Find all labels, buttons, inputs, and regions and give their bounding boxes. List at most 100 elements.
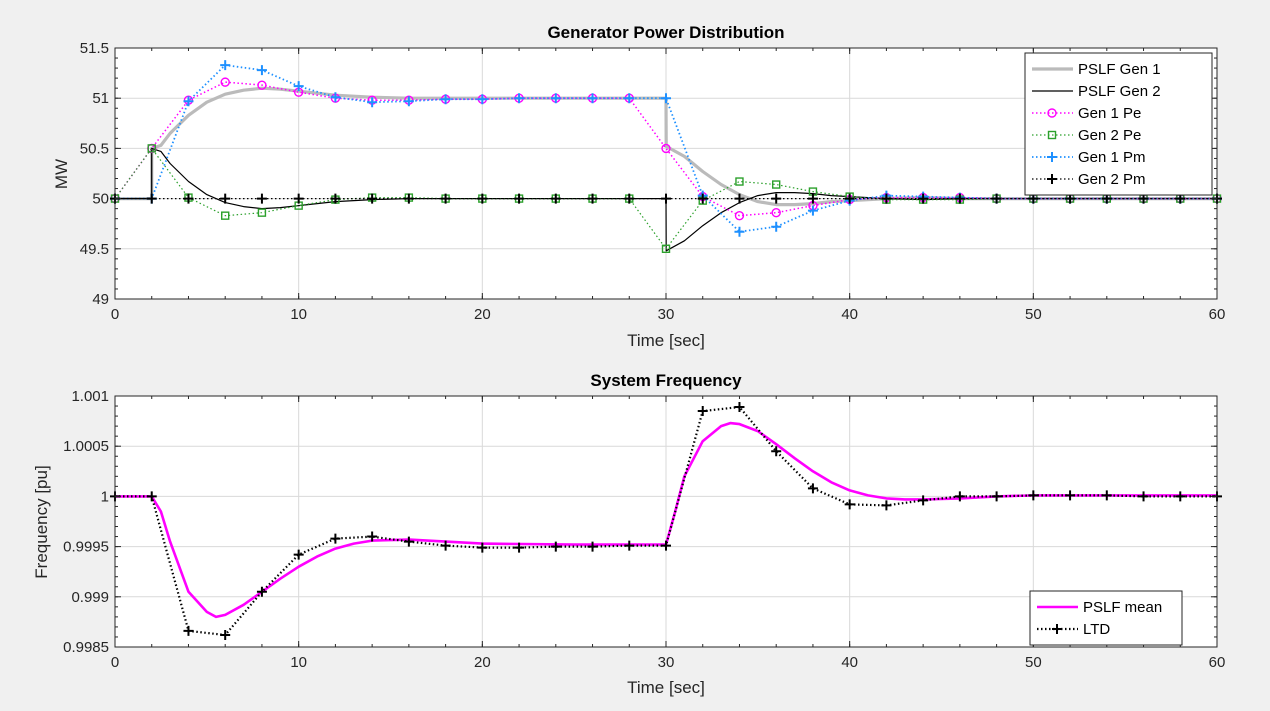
- ltd-point: [1028, 490, 1039, 501]
- legend-label-gen-1-pe: Gen 1 Pe: [1078, 105, 1141, 122]
- gen-2-pe-point: [147, 144, 156, 153]
- power-x-tick-label: 50: [1025, 306, 1042, 323]
- power-y-tick-label: 50.5: [80, 140, 109, 157]
- gen-1-pm-point: [624, 93, 635, 104]
- legend-marker-gen-2-pm: [1047, 174, 1057, 184]
- gen-1-pm-point: [440, 94, 451, 105]
- ltd-point: [1138, 491, 1149, 502]
- gen-1-pe-point: [661, 143, 671, 154]
- frequency-x-tick-label: 30: [658, 654, 675, 671]
- series-ltd: [110, 402, 1222, 640]
- gen-2-pm-point: [514, 193, 525, 204]
- gen-1-pm-point: [256, 65, 267, 76]
- gen-1-pm-point: [183, 96, 194, 107]
- ltd-point: [330, 533, 341, 544]
- frequency-x-tick-label: 50: [1025, 654, 1042, 671]
- power-x-tick-label: 40: [841, 306, 858, 323]
- ltd-point: [1101, 490, 1112, 501]
- gen-1-pm-point: [771, 221, 782, 232]
- gen-2-pm-point: [771, 193, 782, 204]
- ltd-point: [624, 540, 635, 551]
- gen-1-pe-point: [771, 207, 781, 218]
- ltd-point: [587, 541, 598, 552]
- gen-2-pm-point: [954, 193, 965, 204]
- ltd-point: [256, 586, 267, 597]
- gen-1-pm-point: [807, 205, 818, 216]
- gen-1-pm-point: [661, 93, 671, 104]
- power-y-tick-label: 50: [92, 191, 109, 208]
- gen-2-pm-point: [734, 193, 745, 204]
- power-x-tick-label: 20: [474, 306, 491, 323]
- gen-1-pe-point: [257, 80, 267, 90]
- gen-2-pm-point: [293, 193, 304, 204]
- ltd-point: [220, 629, 231, 640]
- legend-label-pslf-mean: PSLF mean: [1083, 599, 1162, 616]
- power-chart-title: Generator Power Distribution: [547, 23, 784, 42]
- power-series: [110, 60, 1222, 254]
- legend-label-gen-2-pe: Gen 2 Pe: [1078, 127, 1141, 144]
- gen-2-pm-point: [661, 193, 671, 204]
- ltd-point: [881, 500, 892, 511]
- gen-2-pm-point: [146, 193, 157, 204]
- gen-2-pe-point: [735, 177, 744, 186]
- gen-2-pm-point: [367, 193, 378, 204]
- frequency-y-tick-label: 1: [101, 488, 109, 505]
- legend-marker-ltd: [1052, 624, 1062, 634]
- gen-2-pm-point: [550, 193, 561, 204]
- gen-2-pm-point: [477, 193, 488, 204]
- ltd-point: [734, 402, 745, 413]
- gen-2-pm-point: [844, 193, 855, 204]
- ltd-point: [771, 446, 782, 457]
- legend-marker-gen-2-pe: [1047, 130, 1057, 140]
- series-gen-2-pm: [110, 193, 1222, 204]
- power-x-axis-label: Time [sec]: [627, 331, 705, 350]
- gen-1-pm-point: [220, 60, 231, 71]
- frequency-ticks: 0 10 20 30 40 50 60 0.9985 0.999 0.9995 1 1.0005 1.0…: [63, 388, 1225, 671]
- ltd-point: [440, 540, 451, 551]
- legend-label-ltd: LTD: [1083, 621, 1110, 638]
- legend-label-pslf-gen-1: PSLF Gen 1: [1078, 61, 1161, 78]
- frequency-y-tick-label: 1.001: [71, 388, 109, 405]
- gen-2-pm-point: [624, 193, 635, 204]
- gen-2-pm-point: [807, 193, 818, 204]
- ltd-point: [1065, 490, 1076, 501]
- frequency-y-tick-label: 1.0005: [63, 438, 109, 455]
- frequency-x-tick-label: 60: [1209, 654, 1226, 671]
- power-y-tick-label: 49.5: [80, 241, 109, 258]
- frequency-y-tick-label: 0.9985: [63, 639, 109, 656]
- gen-2-pm-point: [403, 193, 414, 204]
- power-legend: PSLF Gen 1 PSLF Gen 2 Gen 1 Pe Gen 2 Pe Gen …: [1024, 52, 1213, 196]
- legend-marker-gen-1-pe: [1047, 108, 1057, 118]
- gen-2-pm-point: [991, 193, 1002, 204]
- ltd-point: [918, 495, 929, 506]
- frequency-chart: 0 10 20 30 40 50 60 0.9985 0.999 0.9995 1 1.0005 1.0…: [32, 371, 1225, 697]
- gen-2-pm-point: [587, 193, 598, 204]
- gen-2-pm-point: [918, 193, 929, 204]
- gen-2-pm-point: [881, 193, 892, 204]
- ltd-point: [550, 541, 561, 552]
- legend-label-gen-1-pm: Gen 1 Pm: [1078, 149, 1146, 166]
- gen-2-pe-point: [661, 244, 671, 254]
- ltd-point: [661, 540, 671, 551]
- gen-1-pe-point: [220, 77, 230, 87]
- power-legend-box: [1024, 52, 1213, 196]
- frequency-series: [110, 402, 1222, 640]
- gen-1-pm-point: [477, 94, 488, 105]
- frequency-x-tick-label: 0: [111, 654, 119, 671]
- power-x-tick-label: 0: [111, 306, 119, 323]
- gen-2-pm-point: [256, 193, 267, 204]
- frequency-y-tick-label: 0.9995: [63, 539, 109, 556]
- frequency-legend: PSLF mean LTD: [1029, 590, 1183, 646]
- power-distribution-chart: 0 10 20 30 40 50 60 49 49.5 50 50.5 51 51.5 Generato…: [52, 23, 1225, 350]
- gen-2-pm-point: [183, 193, 194, 204]
- gen-2-pm-point: [220, 193, 231, 204]
- frequency-y-axis-label: Frequency [pu]: [32, 465, 51, 578]
- power-y-tick-label: 49: [92, 291, 109, 308]
- ltd-point: [183, 625, 194, 636]
- legend-label-pslf-gen-2: PSLF Gen 2: [1078, 83, 1161, 100]
- ltd-point: [403, 536, 414, 547]
- gen-2-pm-point: [330, 193, 341, 204]
- gen-1-pm-point: [514, 93, 525, 104]
- ltd-point: [954, 491, 965, 502]
